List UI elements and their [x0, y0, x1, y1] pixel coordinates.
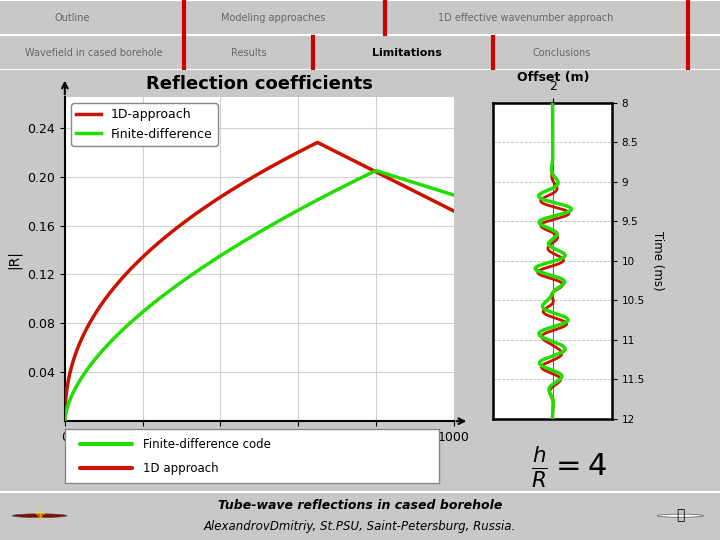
1D-approach: [239, 179, 248, 186]
Text: Tube-wave reflections in cased borehole: Tube-wave reflections in cased borehole: [218, 500, 502, 512]
Text: Results: Results: [230, 48, 266, 58]
1D-approach: [250, 173, 258, 180]
Text: Outline: Outline: [54, 12, 90, 23]
Finite-difference: [438, 188, 447, 195]
Text: ⚜: ⚜: [33, 509, 46, 523]
Circle shape: [12, 514, 67, 517]
Finite-difference: [81, 370, 89, 376]
Text: 1D effective wavenumber approach: 1D effective wavenumber approach: [438, 12, 613, 23]
Text: Modeling approaches: Modeling approaches: [222, 12, 325, 23]
1D-approach: [449, 208, 458, 214]
Line: 1D-approach: 1D-approach: [65, 143, 454, 421]
Text: 1D approach: 1D approach: [143, 462, 219, 475]
Finite-difference: [60, 418, 69, 424]
1D-approach: [438, 202, 446, 208]
1D-approach: [313, 139, 322, 146]
Text: Wavefield in cased borehole: Wavefield in cased borehole: [25, 48, 162, 58]
Text: AlexandrovDmitriy, St.PSU, Saint-Petersburg, Russia.: AlexandrovDmitriy, St.PSU, Saint-Petersb…: [204, 520, 516, 533]
Finite-difference: [438, 188, 446, 195]
Y-axis label: Time (ms): Time (ms): [652, 231, 665, 291]
Finite-difference: [239, 238, 248, 245]
Text: Finite-difference code: Finite-difference code: [143, 438, 271, 451]
1D-approach: [60, 418, 69, 424]
Line: Finite-difference: Finite-difference: [65, 171, 454, 421]
Text: Limitations: Limitations: [372, 48, 442, 58]
Circle shape: [657, 514, 703, 517]
X-axis label: Frequency (Hz): Frequency (Hz): [200, 449, 318, 463]
Finite-difference: [449, 192, 458, 198]
Finite-difference: [372, 167, 380, 174]
Finite-difference: [250, 232, 258, 239]
Legend: 1D-approach, Finite-difference: 1D-approach, Finite-difference: [71, 104, 218, 146]
1D-approach: [438, 202, 447, 208]
Finite-difference: [366, 170, 375, 176]
Text: 🐦: 🐦: [676, 509, 685, 523]
Text: Conclusions: Conclusions: [532, 48, 591, 58]
Y-axis label: |R|: |R|: [7, 250, 22, 268]
1D-approach: [366, 166, 375, 173]
Text: $\frac{h}{R} = 4$: $\frac{h}{R} = 4$: [531, 444, 607, 490]
Title: Reflection coefficients: Reflection coefficients: [145, 75, 373, 93]
Text: Offset (m): Offset (m): [517, 71, 589, 84]
1D-approach: [81, 329, 89, 336]
